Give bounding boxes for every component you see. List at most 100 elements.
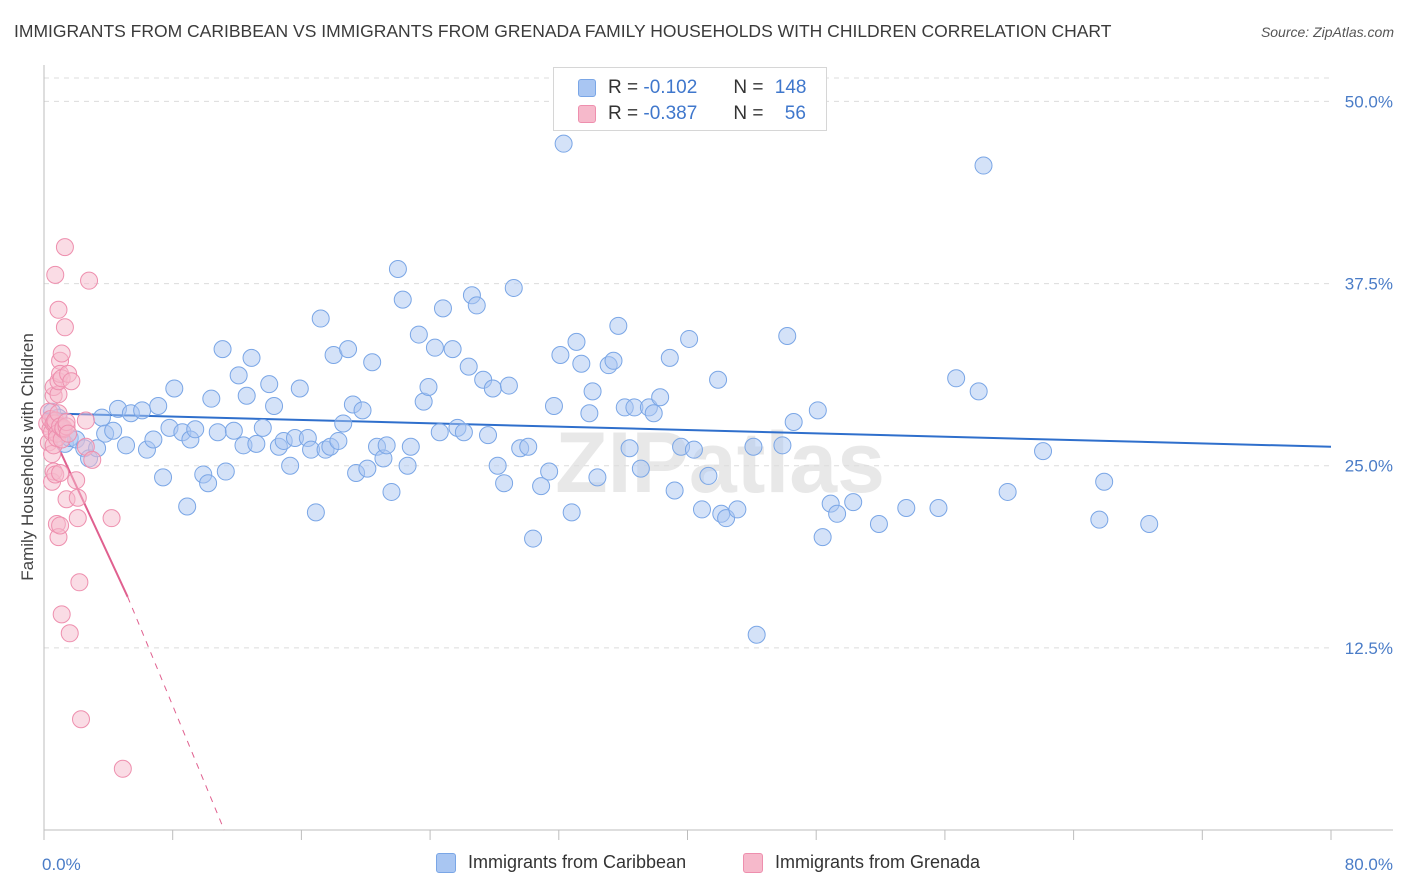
point-caribbean: [363, 353, 382, 372]
point-caribbean: [353, 401, 372, 420]
point-caribbean: [393, 290, 412, 309]
trend-line-grenada-extension: [127, 596, 225, 831]
point-caribbean: [532, 477, 551, 496]
point-caribbean: [253, 418, 272, 437]
point-caribbean: [631, 459, 650, 478]
legend-n-label: N =: [733, 103, 764, 124]
point-caribbean: [554, 134, 573, 153]
point-caribbean: [580, 404, 599, 423]
point-caribbean: [329, 431, 348, 450]
point-grenada: [72, 710, 91, 729]
point-caribbean: [306, 503, 325, 522]
point-caribbean: [651, 388, 670, 407]
point-caribbean: [519, 437, 538, 456]
data-points: [38, 134, 1159, 778]
point-grenada: [51, 516, 70, 535]
point-caribbean: [813, 528, 832, 547]
point-caribbean: [224, 421, 243, 440]
point-grenada: [80, 271, 99, 290]
point-caribbean: [430, 423, 449, 442]
point-caribbean: [1090, 510, 1109, 529]
grid-lines: [44, 77, 1331, 649]
legend-label-caribbean: Immigrants from Caribbean: [468, 852, 687, 872]
point-caribbean: [398, 456, 417, 475]
x-tick-label-left: 0.0%: [42, 855, 81, 874]
legend-n-value: 56: [784, 103, 806, 124]
point-grenada: [83, 450, 102, 469]
point-caribbean: [897, 498, 916, 517]
point-caribbean: [443, 340, 462, 359]
point-grenada: [55, 318, 74, 337]
point-grenada: [55, 238, 74, 257]
point-grenada: [46, 265, 65, 284]
point-grenada: [76, 411, 95, 430]
point-caribbean: [524, 529, 543, 548]
point-caribbean: [588, 468, 607, 487]
point-caribbean: [747, 625, 766, 644]
point-caribbean: [869, 515, 888, 533]
point-caribbean: [544, 396, 563, 415]
point-caribbean: [620, 439, 639, 458]
point-caribbean: [684, 440, 703, 459]
point-caribbean: [692, 500, 711, 519]
point-caribbean: [104, 421, 123, 440]
point-caribbean: [540, 462, 559, 481]
point-caribbean: [311, 309, 330, 328]
source-label: Source: ZipAtlas.com: [1260, 24, 1394, 40]
point-caribbean: [1095, 472, 1114, 491]
point-caribbean: [454, 423, 473, 442]
point-caribbean: [483, 379, 502, 398]
point-caribbean: [117, 436, 136, 455]
chart-title: IMMIGRANTS FROM CARIBBEAN VS IMMIGRANTS …: [14, 21, 1112, 41]
point-caribbean: [178, 497, 197, 516]
point-caribbean: [281, 456, 300, 475]
point-caribbean: [998, 482, 1017, 501]
point-caribbean: [583, 382, 602, 401]
point-caribbean: [419, 378, 438, 397]
point-caribbean: [808, 401, 827, 420]
stats-legend-row-caribbean: R = -0.102 N = 148: [578, 75, 806, 101]
point-caribbean: [260, 375, 279, 394]
y-tick-label: 37.5%: [1345, 275, 1393, 294]
point-caribbean: [562, 503, 581, 522]
point-caribbean: [247, 434, 266, 453]
point-caribbean: [401, 437, 420, 456]
point-caribbean: [495, 474, 514, 493]
point-caribbean: [1140, 515, 1159, 533]
point-grenada: [59, 424, 78, 443]
point-caribbean: [144, 430, 163, 449]
point-grenada: [68, 509, 87, 528]
point-caribbean: [425, 338, 444, 357]
point-caribbean: [149, 396, 168, 415]
y-axis-label: Family Households with Children: [18, 333, 37, 581]
legend-r-label: R =: [608, 77, 639, 98]
point-caribbean: [165, 379, 184, 398]
point-caribbean: [665, 481, 684, 500]
point-grenada: [52, 344, 71, 363]
point-grenada: [62, 372, 81, 391]
point-caribbean: [459, 357, 478, 376]
legend-n-label: N =: [733, 77, 764, 98]
point-caribbean: [265, 396, 284, 415]
point-caribbean: [644, 404, 663, 423]
point-caribbean: [499, 376, 518, 395]
point-caribbean: [199, 474, 218, 493]
point-caribbean: [728, 500, 747, 519]
legend-item-caribbean: Immigrants from Caribbean: [436, 852, 686, 873]
legend-swatch-grenada: [578, 105, 596, 123]
point-caribbean: [242, 348, 261, 367]
point-grenada: [113, 759, 132, 778]
point-caribbean: [216, 462, 235, 481]
point-grenada: [67, 471, 86, 490]
point-caribbean: [358, 459, 377, 478]
point-grenada: [102, 509, 121, 528]
point-grenada: [51, 464, 70, 482]
legend-r-value: -0.102: [643, 77, 698, 98]
point-caribbean: [844, 493, 863, 512]
point-caribbean: [744, 437, 763, 456]
legend-swatch-caribbean: [436, 852, 456, 873]
point-grenada: [68, 488, 87, 507]
point-caribbean: [504, 278, 523, 297]
point-caribbean: [488, 456, 507, 475]
